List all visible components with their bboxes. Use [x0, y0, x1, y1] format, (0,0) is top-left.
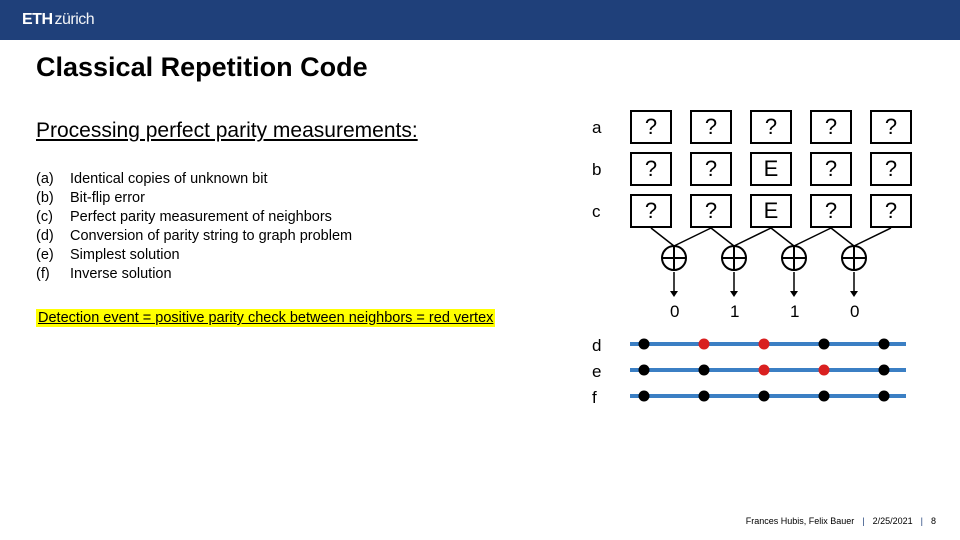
row-label: c: [592, 202, 601, 222]
oplus-icon: [840, 244, 868, 272]
list-text: Identical copies of unknown bit: [70, 171, 268, 187]
cell-box: E: [750, 152, 792, 186]
vertex-red: [759, 365, 770, 376]
list-label: (b): [36, 190, 70, 206]
list-text: Inverse solution: [70, 266, 172, 282]
cell-box: ?: [870, 152, 912, 186]
cell-box: E: [750, 194, 792, 228]
footer-sep: |: [921, 516, 923, 526]
vertex-black: [819, 339, 830, 350]
list-text: Perfect parity measurement of neighbors: [70, 209, 332, 225]
cell-box: ?: [750, 110, 792, 144]
row-label: d: [592, 336, 601, 356]
cell-box: ?: [870, 110, 912, 144]
row-label: f: [592, 388, 597, 408]
oplus-icon: [780, 244, 808, 272]
page-title: Classical Repetition Code: [36, 52, 960, 83]
vertex-red: [819, 365, 830, 376]
vertex-black: [699, 365, 710, 376]
oplus-icon: [660, 244, 688, 272]
cell-box: ?: [690, 194, 732, 228]
cell-box: ?: [630, 110, 672, 144]
highlight-note: Detection event = positive parity check …: [36, 309, 495, 327]
list-text: Bit-flip error: [70, 190, 145, 206]
cell-box: ?: [810, 194, 852, 228]
footer: Frances Hubis, Felix Bauer | 2/25/2021 |…: [746, 516, 936, 526]
cell-box: ?: [690, 152, 732, 186]
slide: ETH zürich Classical Repetition Code Pro…: [0, 0, 960, 540]
vertex-black: [639, 365, 650, 376]
list-label: (c): [36, 209, 70, 225]
vertex-black: [879, 339, 890, 350]
list-text: Simplest solution: [70, 247, 180, 263]
vertex-red: [699, 339, 710, 350]
parity-digit: 1: [730, 302, 739, 322]
vertex-black: [819, 391, 830, 402]
vertex-red: [759, 339, 770, 350]
cell-box: ?: [630, 194, 672, 228]
vertex-black: [759, 391, 770, 402]
logo: ETH zürich: [22, 11, 94, 29]
logo-bold: ETH: [22, 11, 53, 29]
vertex-black: [879, 365, 890, 376]
list-text: Conversion of parity string to graph pro…: [70, 228, 352, 244]
vertex-black: [699, 391, 710, 402]
parity-digit: 1: [790, 302, 799, 322]
footer-sep: |: [862, 516, 864, 526]
footer-page: 8: [931, 516, 936, 526]
footer-authors: Frances Hubis, Felix Bauer: [746, 516, 855, 526]
list-label: (e): [36, 247, 70, 263]
cell-box: ?: [630, 152, 672, 186]
parity-digit: 0: [670, 302, 679, 322]
list-label: (a): [36, 171, 70, 187]
oplus-icon: [720, 244, 748, 272]
header-bar: ETH zürich: [0, 0, 960, 40]
row-label: b: [592, 160, 601, 180]
row-label: e: [592, 362, 601, 382]
list-label: (f): [36, 266, 70, 282]
vertex-black: [639, 339, 650, 350]
parity-digit: 0: [850, 302, 859, 322]
cell-box: ?: [810, 110, 852, 144]
cell-box: ?: [870, 194, 912, 228]
cell-box: ?: [690, 110, 732, 144]
row-label: a: [592, 118, 601, 138]
cell-box: ?: [810, 152, 852, 186]
diagram: a b c def??????? E???? E?? 0 1 1 0: [592, 110, 936, 406]
vertex-black: [639, 391, 650, 402]
footer-date: 2/25/2021: [873, 516, 913, 526]
list-label: (d): [36, 228, 70, 244]
logo-light: zürich: [55, 11, 95, 29]
vertex-black: [879, 391, 890, 402]
